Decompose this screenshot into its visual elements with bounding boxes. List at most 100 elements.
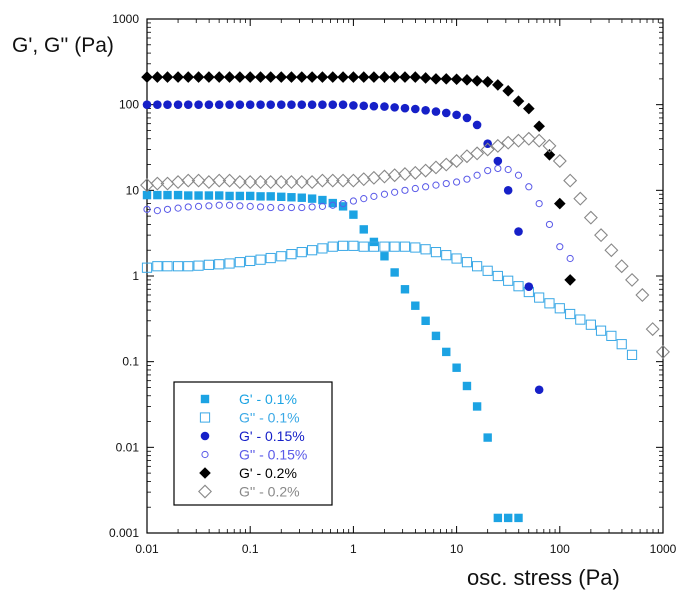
data-point xyxy=(183,100,193,109)
x-tick-label: 100 xyxy=(550,542,570,556)
data-point xyxy=(542,138,557,153)
y-tick-label: 1 xyxy=(132,269,139,283)
data-point xyxy=(348,240,359,251)
data-point xyxy=(472,120,482,130)
data-point xyxy=(253,175,268,190)
data-point xyxy=(462,113,472,123)
data-point xyxy=(472,402,482,411)
data-point xyxy=(141,71,153,83)
data-point xyxy=(461,257,473,268)
data-point xyxy=(328,198,337,208)
series-1 xyxy=(142,190,523,523)
data-point xyxy=(295,71,308,83)
series-3 xyxy=(142,100,544,395)
data-point xyxy=(492,79,504,91)
data-point xyxy=(215,201,223,209)
data-point xyxy=(471,74,483,87)
data-point xyxy=(317,243,328,254)
data-point xyxy=(512,95,525,107)
data-point xyxy=(645,322,660,337)
data-point xyxy=(143,205,151,213)
data-point xyxy=(564,274,576,286)
data-point xyxy=(256,192,265,201)
data-point xyxy=(150,176,165,191)
legend-label: G' - 0.15% xyxy=(239,428,305,444)
x-tick-label: 1 xyxy=(350,542,357,556)
data-point xyxy=(431,107,441,116)
data-point xyxy=(264,71,277,83)
data-point xyxy=(276,251,287,262)
data-point xyxy=(263,175,278,190)
y-tick-label: 10 xyxy=(126,183,140,197)
data-point xyxy=(441,250,452,261)
data-point xyxy=(214,100,224,109)
data-point xyxy=(400,103,410,113)
data-point xyxy=(316,71,329,83)
series-layer xyxy=(140,71,670,523)
data-point xyxy=(594,228,609,243)
data-point xyxy=(524,282,534,292)
data-point xyxy=(409,71,422,83)
data-point xyxy=(442,179,450,188)
data-point xyxy=(318,195,327,205)
data-point xyxy=(255,254,266,265)
data-point xyxy=(504,165,512,174)
series-6 xyxy=(140,131,670,359)
data-point xyxy=(368,71,380,83)
data-point xyxy=(472,261,483,272)
data-point xyxy=(534,292,545,303)
data-point xyxy=(224,258,235,269)
data-point xyxy=(585,319,596,330)
data-point xyxy=(502,85,514,97)
data-point xyxy=(378,71,391,83)
data-point xyxy=(204,191,214,200)
data-point xyxy=(366,170,381,185)
data-point xyxy=(503,275,514,286)
data-point xyxy=(173,190,183,200)
data-point xyxy=(244,71,256,83)
data-point xyxy=(337,240,349,251)
data-point xyxy=(625,272,640,287)
data-point xyxy=(566,254,574,263)
data-point xyxy=(483,433,492,442)
y-tick-label: 0.001 xyxy=(109,526,139,540)
data-point xyxy=(325,173,340,188)
y-tick-label: 1000 xyxy=(112,12,139,26)
data-point xyxy=(368,241,380,252)
data-point xyxy=(181,173,196,188)
data-point xyxy=(277,203,285,212)
data-point xyxy=(556,243,564,251)
data-point xyxy=(235,100,245,109)
data-point xyxy=(285,71,298,83)
data-point xyxy=(336,173,351,188)
data-point xyxy=(213,71,226,83)
data-point xyxy=(401,186,409,194)
legend-label: G' - 0.1% xyxy=(239,391,297,407)
data-point xyxy=(245,255,256,267)
data-point xyxy=(184,191,193,200)
data-point xyxy=(441,108,451,118)
data-point xyxy=(173,100,183,109)
data-point xyxy=(275,71,288,83)
data-point xyxy=(583,210,598,225)
data-point xyxy=(480,142,495,157)
legend-label: G'' - 0.15% xyxy=(239,447,307,463)
data-point xyxy=(315,173,330,188)
legend-marker xyxy=(200,431,210,441)
data-point xyxy=(308,203,316,211)
y-tick-label: 0.1 xyxy=(122,355,139,369)
data-point xyxy=(222,173,237,188)
legend-marker xyxy=(201,450,209,459)
data-point xyxy=(616,339,627,350)
legend-label: G'' - 0.2% xyxy=(239,484,300,500)
data-point xyxy=(204,100,214,109)
data-point xyxy=(194,100,203,109)
data-point xyxy=(142,100,152,109)
data-point xyxy=(514,227,523,236)
data-point xyxy=(192,71,205,83)
data-point xyxy=(501,135,516,150)
data-point xyxy=(391,188,399,196)
data-point xyxy=(337,71,349,83)
data-point xyxy=(225,191,234,201)
data-point xyxy=(287,193,296,202)
